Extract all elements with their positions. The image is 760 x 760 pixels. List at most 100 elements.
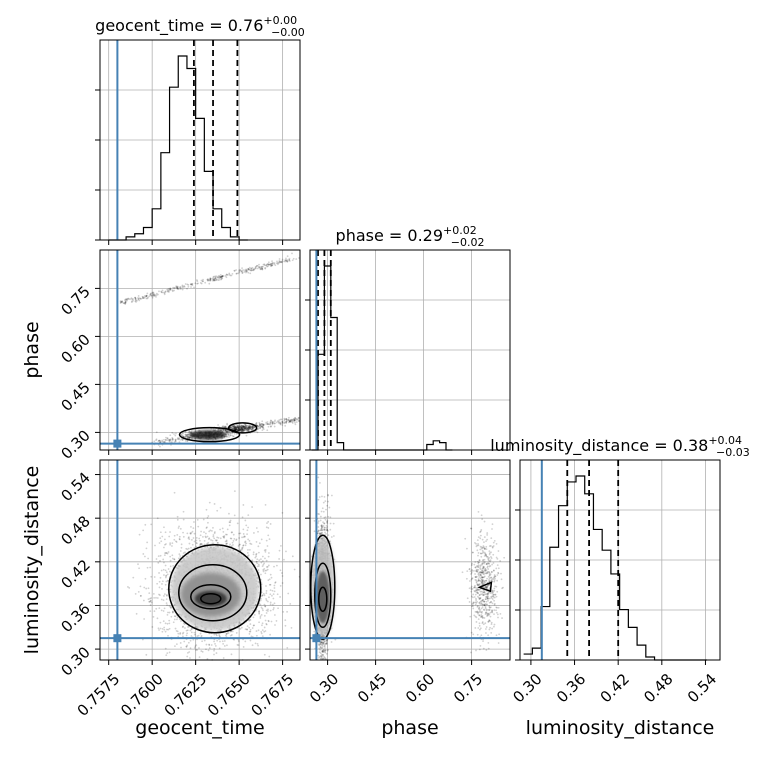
sample-point [207,515,210,517]
sample-point [217,276,219,279]
sample-point [258,422,261,425]
sample-point [269,573,272,576]
sample-point [242,427,245,429]
sample-point [250,426,252,429]
sample-point [134,298,137,301]
sample-point [195,649,197,651]
sample-point [252,268,255,271]
sample-point [293,419,296,422]
sample-point [204,532,207,535]
sample-point [256,642,259,645]
sample-point [251,506,254,508]
sample-point [214,275,217,278]
sample-point [211,539,214,542]
sample-point [203,539,206,542]
sample-point [156,517,159,520]
sample-point [228,273,231,276]
sample-point [232,533,235,536]
sample-point [222,425,225,428]
sample-point [269,589,272,591]
sample-point [291,252,293,255]
sample-point [169,288,172,291]
sample-point [162,620,165,623]
sample-point [161,291,164,294]
sample-point [227,432,230,435]
quantiles-geocent-time [193,40,239,240]
sample-point [173,441,176,444]
sample-point [213,503,216,505]
sample-point [164,576,167,579]
sample-point [196,635,199,638]
sample-point [269,593,272,596]
sample-point [219,528,222,531]
sample-point [264,605,267,608]
sample-point [249,425,252,428]
sample-point [248,630,251,633]
sample-point [187,433,190,436]
sample-point [151,295,154,298]
sample-point [233,514,236,517]
sample-point [148,295,151,298]
sample-point [219,537,222,540]
sample-point [269,609,272,612]
sample-point [258,565,260,567]
sample-point [153,294,156,297]
sample-point [166,588,169,591]
sample-point [241,536,243,539]
sample-point [212,534,215,536]
sample-point [121,300,124,303]
sample-point [252,269,255,272]
sample-point [267,552,270,554]
sample-point [223,640,226,642]
sample-point [269,421,272,424]
sample-point [271,589,274,592]
sample-point [216,536,219,539]
sample-point [197,525,200,528]
sample-point [253,426,256,429]
sample-point [220,277,223,279]
sample-point [178,535,181,538]
sample-point [254,642,257,645]
sample-point [247,268,250,270]
sample-point [172,438,174,441]
sample-point [154,294,156,296]
sample-point [163,626,166,629]
sample-point [135,299,137,302]
sample-point [130,301,133,304]
sample-point [249,542,252,545]
sample-point [283,260,286,263]
sample-point [230,653,233,656]
sample-point [247,426,250,429]
sample-point [185,547,188,550]
sample-point [295,418,298,421]
sample-point [280,418,283,421]
sample-point [205,643,208,646]
sample-point [166,604,168,607]
sample-point [165,574,168,577]
sample-point [240,626,243,629]
sample-point [253,613,256,616]
sample-point [182,635,184,638]
sample-point [284,424,287,427]
sample-point [266,422,269,425]
sample-point [208,647,211,649]
sample-point [297,420,300,422]
sample-point [248,539,251,542]
sample-point [252,616,255,619]
sample-point [481,518,484,520]
sample-point [226,422,228,425]
sample-point [235,426,237,428]
sample-point [263,626,266,629]
sample-point [252,624,255,627]
sample-point [152,615,155,618]
sample-point [260,265,263,268]
sample-point [222,275,225,277]
sample-point [151,626,154,628]
xtick-label-geocent-time: 0.7675 [248,670,298,720]
sample-point [171,290,174,293]
sample-point [269,263,272,266]
sample-point [245,524,248,527]
sample-point [225,632,228,635]
sample-point [219,276,222,279]
